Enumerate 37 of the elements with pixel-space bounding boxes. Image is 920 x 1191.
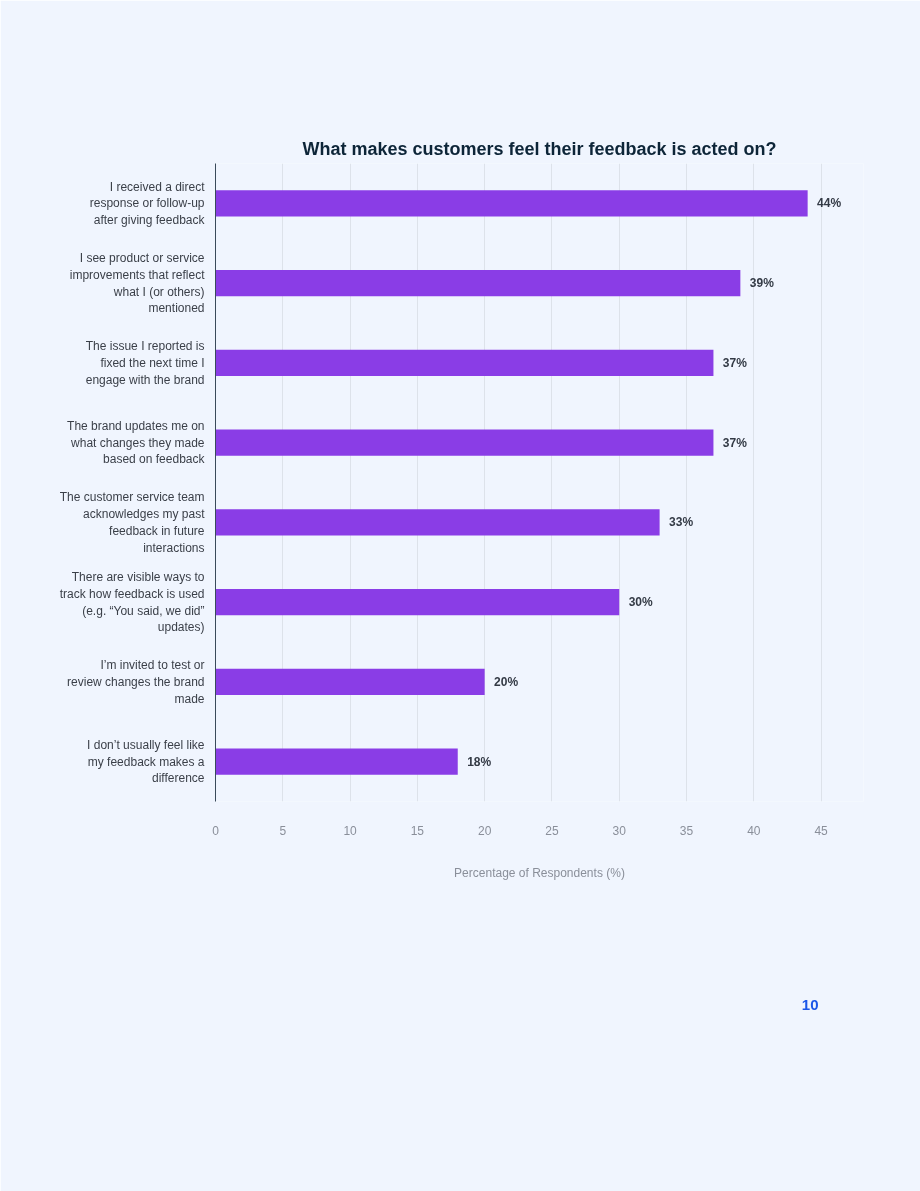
y-tick-label: I see product or service improvements that reflect what I (or others) mentioned [69, 250, 206, 316]
x-tick-label: 15 [410, 823, 425, 838]
y-tick-label: I don’t usually feel like my feedback makes a difference [87, 737, 205, 786]
x-tick-label: 10 [343, 823, 358, 838]
x-tick-label: 0 [212, 823, 220, 838]
data-label: 39% [749, 276, 775, 291]
data-label: 20% [494, 674, 519, 689]
x-tick-label: 40 [747, 823, 761, 838]
y-tick-label: The customer service team acknowledges my past feedback in future interactions [59, 490, 206, 555]
bar [215, 748, 458, 775]
bar [215, 668, 485, 696]
bar [215, 269, 741, 297]
x-tick-label: 45 [814, 823, 829, 838]
data-label: 30% [628, 595, 654, 610]
y-tick-label: The brand updates me on what changes they made based on feedback [67, 418, 206, 467]
bar [215, 190, 808, 217]
y-tick-label: There are visible ways to track how feedback is used (e.g. “You said, we did” updates) [59, 569, 205, 635]
x-tick-label: 35 [679, 823, 694, 838]
y-tick-label: I received a direct response or follow-up after giving feedback [89, 179, 206, 228]
bar [215, 349, 714, 377]
bar [215, 588, 620, 616]
x-axis-title: Percentage of Respondents (%) [454, 865, 625, 880]
chart-title: What makes customers feel their feedback is acted on? [302, 138, 777, 159]
y-tick-label: I’m invited to test or review changes the brand made [67, 658, 205, 706]
x-tick-label: 5 [279, 823, 287, 838]
x-tick-label: 20 [477, 823, 492, 838]
y-tick-label: The issue I reported is fixed the next time I engage with the brand [85, 339, 205, 387]
data-label: 33% [669, 515, 694, 530]
data-label: 44% [817, 196, 842, 211]
data-label: 37% [722, 355, 748, 370]
data-label: 37% [722, 435, 748, 450]
text: 10 [801, 995, 819, 1013]
bar [215, 429, 714, 456]
data-label: 18% [467, 754, 492, 769]
bar [215, 509, 660, 536]
x-tick-label: 25 [545, 823, 559, 838]
x-tick-label: 30 [612, 823, 627, 838]
